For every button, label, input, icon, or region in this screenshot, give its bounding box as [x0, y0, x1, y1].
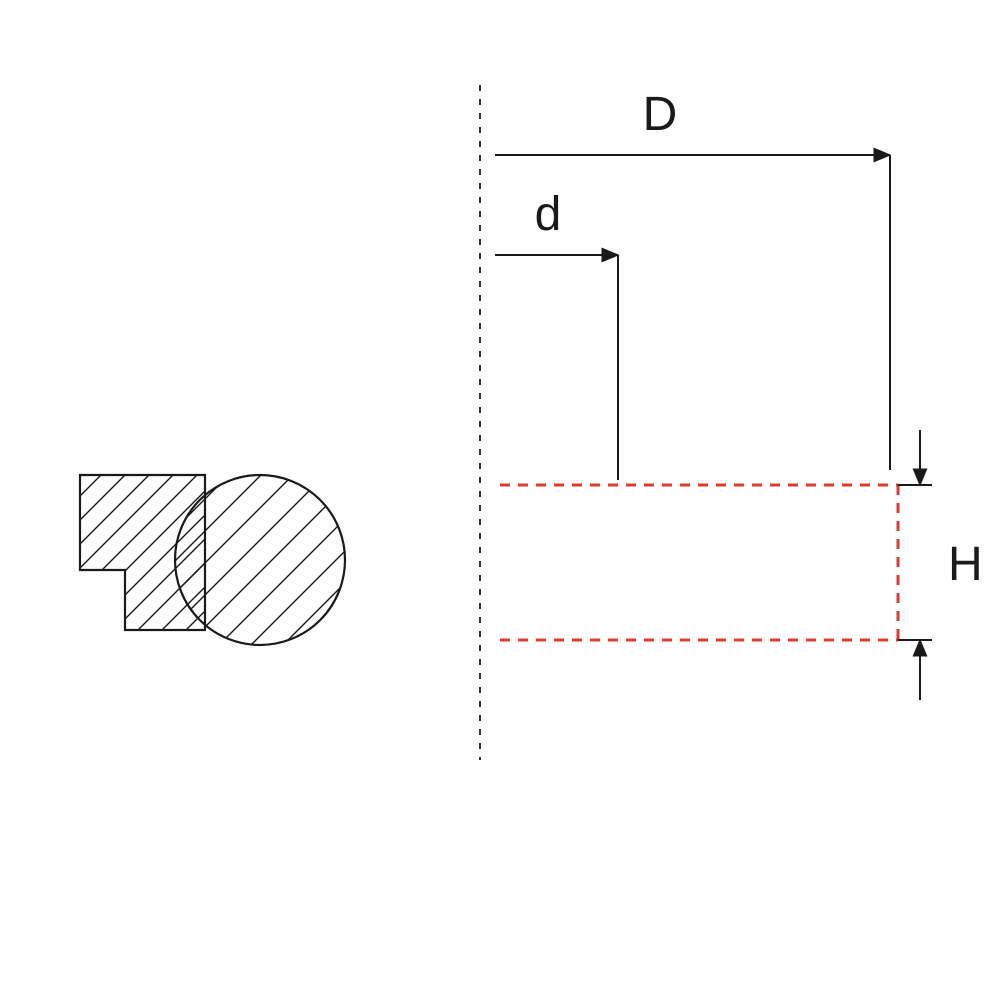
- profile-outline: [80, 475, 205, 630]
- technical-drawing: D d H: [0, 0, 1000, 1000]
- dimension-H: H: [898, 430, 983, 700]
- dimension-d: d: [495, 188, 618, 480]
- section-circle: [60, 0, 460, 1000]
- section-profile: [0, 0, 380, 980]
- dim-D-label: D: [643, 88, 678, 141]
- hatch-fill-circle: [60, 0, 460, 1000]
- circle-outline: [175, 475, 345, 645]
- dim-H-label: H: [948, 538, 983, 591]
- housing-groove-box: [500, 485, 898, 640]
- dim-d-label: d: [535, 188, 562, 241]
- hatch-fill-rect: [0, 0, 380, 980]
- dimension-D: D: [495, 88, 890, 470]
